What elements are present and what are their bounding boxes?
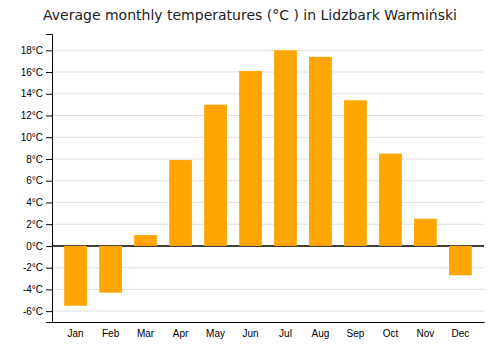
y-tick-label: 8°C — [26, 154, 43, 165]
bar — [414, 219, 437, 246]
y-tick: 4°C — [26, 197, 52, 208]
x-tick: Dec — [451, 328, 469, 339]
y-tick-label: 6°C — [26, 175, 43, 186]
x-tick: May — [206, 328, 225, 339]
y-tick: 14°C — [21, 88, 52, 99]
x-tick: Sep — [347, 328, 365, 339]
y-tick: -4°C — [23, 284, 52, 295]
x-axis: Jan Feb Mar Apr May Jun Jul Aug Sep Oct Nov Dec — [53, 323, 485, 340]
y-tick-label: -2°C — [23, 262, 43, 273]
x-tick: Jun — [242, 328, 258, 339]
x-tick: Mar — [137, 328, 155, 339]
y-tick-mark — [46, 50, 52, 51]
y-tick-mark — [46, 159, 52, 160]
chart-title: Average monthly temperatures (°C ) in Li… — [43, 7, 457, 23]
y-tick-mark — [46, 246, 52, 247]
y-tick-mark — [46, 137, 52, 138]
bar — [379, 154, 402, 246]
x-axis-line — [53, 322, 485, 323]
y-tick-mark — [46, 224, 52, 225]
y-tick-label: 16°C — [21, 67, 43, 78]
y-tick-label: 2°C — [26, 219, 43, 230]
x-tick-label: May — [206, 328, 225, 339]
bar — [309, 57, 332, 246]
y-tick-label: -6°C — [23, 306, 43, 317]
y-tick-label: 10°C — [21, 132, 43, 143]
y-tick-mark — [46, 202, 52, 203]
grid-line — [52, 137, 484, 138]
grid-line — [52, 50, 484, 51]
y-tick: -2°C — [23, 262, 52, 273]
y-tick: -6°C — [23, 306, 52, 317]
y-axis-line — [46, 35, 53, 323]
y-tick-label: 18°C — [21, 45, 43, 56]
bars — [64, 50, 472, 305]
x-tick-label: Dec — [451, 328, 469, 339]
grid-line — [52, 202, 484, 203]
grid-line — [52, 93, 484, 94]
x-tick-label: Oct — [383, 328, 399, 339]
plot-area: -6°C -4°C -2°C 0°C 2°C 4°C 6°C 8°C 10°C 12°C 14°C 1… — [21, 35, 485, 340]
x-tick: Feb — [102, 328, 120, 339]
grid-line — [52, 115, 484, 116]
x-tick-label: Jun — [242, 328, 258, 339]
grid-line — [52, 180, 484, 181]
x-tick-label: Nov — [417, 328, 435, 339]
y-tick: 18°C — [21, 45, 52, 56]
y-tick-mark — [46, 289, 52, 290]
y-tick: 8°C — [26, 154, 52, 165]
x-tick-label: Sep — [347, 328, 365, 339]
grid — [52, 50, 484, 311]
x-tick-label: Mar — [137, 328, 155, 339]
bar — [344, 100, 367, 246]
y-tick-mark — [46, 94, 52, 95]
x-tick-label: Jan — [68, 328, 84, 339]
bar — [239, 71, 262, 246]
bar — [449, 246, 472, 275]
y-tick: 6°C — [26, 175, 52, 186]
x-tick-label: Feb — [102, 328, 120, 339]
y-tick-mark — [46, 268, 52, 269]
y-tick: 16°C — [21, 67, 52, 78]
x-tick: Nov — [417, 328, 435, 339]
y-tick-mark — [46, 311, 52, 312]
y-tick-mark — [46, 72, 52, 73]
x-tick: Jan — [68, 328, 84, 339]
x-tick: Aug — [312, 328, 330, 339]
chart-svg: Average monthly temperatures (°C ) in Li… — [0, 0, 500, 350]
y-tick-label: 0°C — [26, 241, 43, 252]
y-tick-label: 12°C — [21, 110, 43, 121]
grid-line — [52, 72, 484, 73]
y-tick: 2°C — [26, 219, 52, 230]
y-axis: -6°C -4°C -2°C 0°C 2°C 4°C 6°C 8°C 10°C 12°C 14°C 1… — [21, 35, 53, 323]
bar — [64, 246, 87, 306]
bar — [134, 235, 157, 246]
x-tick: Apr — [173, 328, 189, 339]
grid-line — [52, 311, 484, 312]
y-tick-label: 4°C — [26, 197, 43, 208]
x-tick: Oct — [383, 328, 399, 339]
y-tick-label: 14°C — [21, 88, 43, 99]
y-tick-mark — [46, 181, 52, 182]
bar — [99, 246, 122, 293]
bar — [274, 50, 297, 246]
x-tick: Jul — [279, 328, 292, 339]
x-tick-label: Aug — [312, 328, 330, 339]
y-tick-mark — [46, 116, 52, 117]
y-tick: 12°C — [21, 110, 52, 121]
grid-line — [52, 158, 484, 159]
bar — [204, 105, 227, 246]
y-tick: 0°C — [26, 241, 52, 252]
y-tick-label: -4°C — [23, 284, 43, 295]
chart-container: Average monthly temperatures (°C ) in Li… — [0, 0, 500, 350]
x-tick-label: Apr — [173, 328, 189, 339]
y-tick: 10°C — [21, 132, 52, 143]
bar — [169, 160, 192, 246]
x-tick-label: Jul — [279, 328, 292, 339]
